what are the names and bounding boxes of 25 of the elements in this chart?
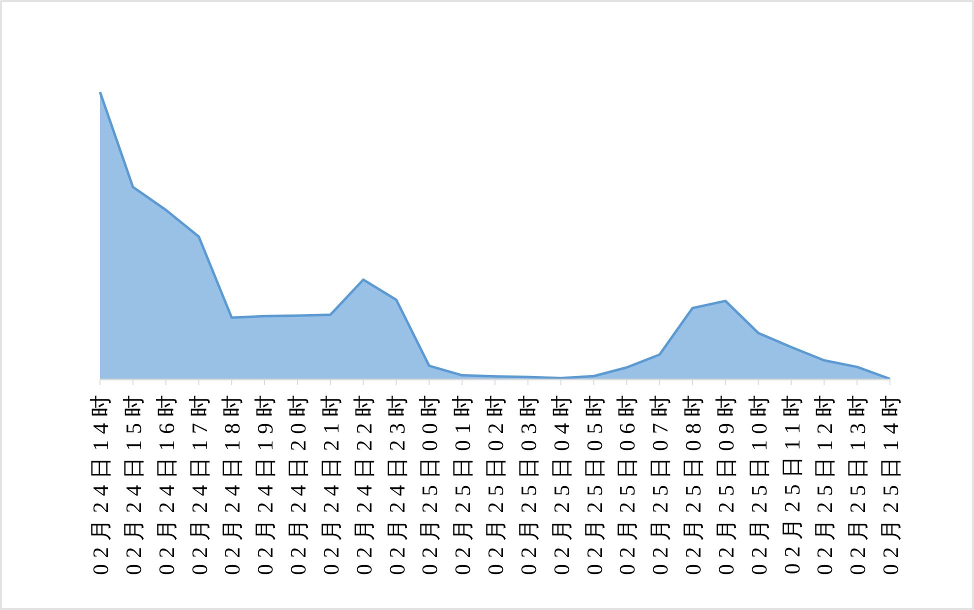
x-tick-label: 02月25日14时: [878, 389, 903, 575]
x-tick-label: 02月25日10时: [746, 389, 772, 575]
x-tick-label: 02月24日22时: [351, 389, 376, 575]
x-tick-label: 02月24日21时: [318, 389, 344, 575]
x-tick-label: 02月25日11时: [779, 389, 804, 574]
x-tick-label: 02月25日06时: [614, 389, 640, 575]
x-tick-label: 02月24日18时: [220, 389, 245, 575]
x-tick-label: 02月24日19时: [252, 389, 278, 575]
x-tick-label: 02月25日09时: [713, 389, 738, 575]
x-tick-label: 02月24日23时: [384, 389, 410, 575]
x-tick-label: 02月25日08时: [680, 389, 706, 575]
x-tick-label: 02月25日02时: [483, 389, 508, 575]
x-tick-label: 02月24日16时: [154, 389, 179, 575]
x-tick-label: 02月25日00时: [417, 389, 442, 575]
x-tick-label: 02月25日13时: [845, 389, 870, 575]
x-tick-label: 02月24日17时: [186, 389, 212, 575]
x-tick-label: 02月25日05时: [582, 389, 607, 575]
x-tick-label: 02月25日04时: [548, 389, 574, 575]
x-tick-label: 02月25日01时: [450, 389, 476, 575]
x-tick-label: 02月24日14时: [88, 389, 113, 575]
x-tick-label: 02月25日07时: [648, 389, 673, 575]
x-tick-label: 02月25日12时: [812, 389, 838, 575]
x-tick-label: 02月25日03时: [516, 389, 541, 575]
x-tick-label: 02月24日20时: [286, 389, 310, 575]
x-tick-label: 02月24日15时: [120, 389, 146, 575]
